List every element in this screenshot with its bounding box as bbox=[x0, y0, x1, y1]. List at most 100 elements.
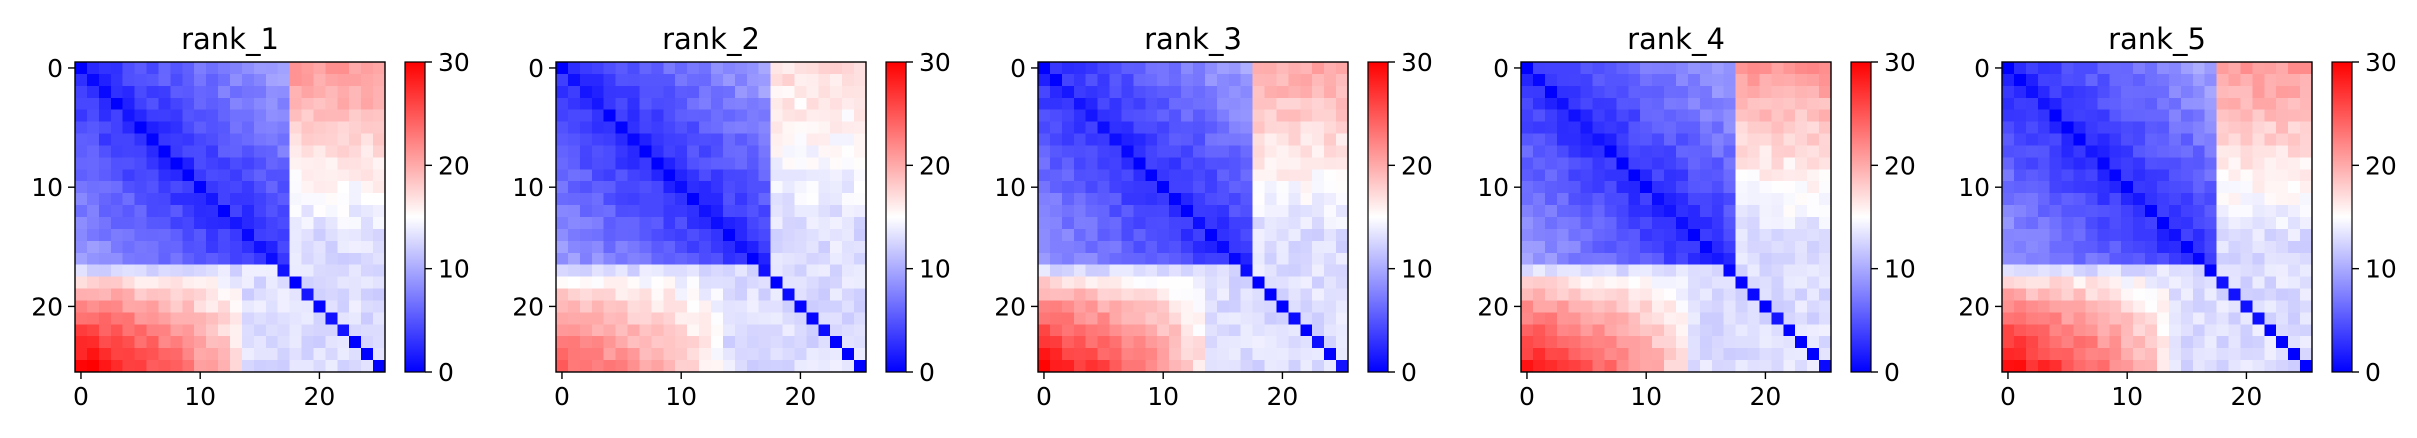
heatmap-cell bbox=[1544, 133, 1558, 146]
heatmap-cell bbox=[170, 324, 183, 337]
heatmap-cell bbox=[2192, 73, 2206, 87]
heatmap-cell bbox=[782, 85, 795, 99]
heatmap-cell bbox=[1580, 121, 1594, 135]
heatmap-cell bbox=[194, 97, 207, 111]
heatmap-cell bbox=[2180, 193, 2194, 206]
heatmap-cell bbox=[194, 324, 207, 337]
heatmap-cell bbox=[794, 169, 807, 182]
heatmap-cell bbox=[2073, 217, 2086, 230]
heatmap-cell bbox=[194, 300, 207, 313]
heatmap-cell bbox=[782, 133, 795, 146]
heatmap-cell bbox=[2168, 276, 2182, 290]
heatmap-cell bbox=[699, 193, 712, 206]
heatmap-cell bbox=[1204, 157, 1218, 170]
heatmap-cell bbox=[770, 360, 784, 373]
heatmap-cell bbox=[711, 109, 724, 123]
heatmap-cell bbox=[1240, 276, 1254, 290]
heatmap-cell bbox=[1759, 133, 1772, 146]
heatmap-cell bbox=[1169, 109, 1182, 123]
heatmap-cell bbox=[1819, 276, 1832, 290]
heatmap-cell bbox=[2264, 145, 2277, 158]
heatmap-cell bbox=[687, 145, 700, 158]
heatmap-cell bbox=[1204, 121, 1218, 135]
heatmap-cell bbox=[1532, 157, 1546, 170]
heatmap-cell bbox=[2216, 121, 2230, 135]
heatmap-cell bbox=[2216, 73, 2230, 87]
heatmap-cell bbox=[1288, 264, 1301, 278]
heatmap-cell bbox=[1157, 348, 1170, 361]
heatmap-cell bbox=[337, 193, 350, 206]
heatmap-cell bbox=[1049, 348, 1063, 361]
heatmap-cell bbox=[1747, 336, 1760, 349]
heatmap-cell bbox=[830, 157, 843, 170]
heatmap-cell bbox=[2145, 145, 2158, 158]
heatmap-cell bbox=[98, 300, 112, 313]
heatmap-cell bbox=[1228, 109, 1242, 123]
heatmap-cell bbox=[2300, 157, 2313, 170]
heatmap-cell bbox=[1771, 228, 1784, 242]
heatmap-cell bbox=[337, 145, 350, 158]
heatmap-cell bbox=[711, 252, 724, 266]
heatmap-cell bbox=[2228, 217, 2241, 230]
heatmap-cell bbox=[1097, 324, 1111, 337]
heatmap-cell bbox=[1133, 109, 1146, 123]
heatmap-cell bbox=[746, 205, 760, 218]
heatmap-cell bbox=[1169, 169, 1182, 182]
heatmap-cell bbox=[567, 85, 581, 99]
heatmap-cell bbox=[158, 324, 171, 337]
heatmap-cell bbox=[75, 97, 88, 111]
heatmap-cell bbox=[1521, 62, 1534, 75]
heatmap-cell bbox=[1145, 264, 1158, 278]
heatmap-cell bbox=[1097, 97, 1111, 111]
heatmap-cell bbox=[842, 62, 855, 75]
heatmap-cell bbox=[2157, 169, 2170, 182]
heatmap-cell bbox=[1324, 109, 1337, 123]
heatmap-cell bbox=[1288, 252, 1301, 266]
heatmap-cell bbox=[146, 348, 159, 361]
heatmap-cell bbox=[194, 288, 207, 301]
heatmap-cell bbox=[182, 85, 195, 99]
heatmap-cell bbox=[134, 264, 148, 278]
heatmap-cell bbox=[98, 205, 112, 218]
heatmap-cell bbox=[1193, 348, 1206, 361]
heatmap-cell bbox=[182, 360, 195, 373]
heatmap-cell bbox=[806, 169, 819, 182]
heatmap-cell bbox=[1521, 205, 1534, 218]
heatmap-cell bbox=[230, 324, 243, 337]
heatmap-cell bbox=[2228, 348, 2241, 361]
heatmap-cell bbox=[830, 240, 843, 254]
heatmap-cell bbox=[1300, 169, 1313, 182]
heatmap-cell bbox=[1288, 360, 1301, 373]
heatmap-cell bbox=[1628, 97, 1641, 111]
heatmap-cell bbox=[2109, 62, 2122, 75]
heatmap-cell bbox=[2037, 312, 2051, 325]
heatmap-cell bbox=[1061, 109, 1075, 123]
heatmap-cell bbox=[110, 73, 124, 87]
heatmap-cell bbox=[746, 109, 760, 123]
heatmap-cell bbox=[194, 85, 207, 99]
heatmap-cell bbox=[75, 157, 88, 170]
colorbar-tick-label: 10 bbox=[438, 255, 470, 284]
heatmap-cell bbox=[75, 193, 88, 206]
heatmap-cell bbox=[325, 240, 338, 254]
heatmap-cell bbox=[770, 252, 784, 266]
heatmap-cell bbox=[1532, 73, 1546, 87]
heatmap-cell bbox=[110, 145, 124, 158]
heatmap-cell bbox=[146, 205, 159, 218]
heatmap-cell bbox=[770, 312, 784, 325]
heatmap-cell bbox=[230, 217, 243, 230]
heatmap-cell bbox=[1676, 240, 1689, 254]
heatmap-cell bbox=[591, 360, 605, 373]
heatmap-cell bbox=[639, 62, 652, 75]
heatmap-cell bbox=[627, 145, 640, 158]
heatmap-cell bbox=[556, 181, 569, 194]
heatmap-cell bbox=[1544, 85, 1558, 99]
heatmap-cell bbox=[313, 324, 326, 337]
heatmap-cell bbox=[2037, 300, 2051, 313]
heatmap-cell bbox=[86, 312, 100, 325]
heatmap-cell bbox=[2061, 252, 2075, 266]
heatmap-cell bbox=[1807, 288, 1820, 301]
heatmap-cell bbox=[1121, 97, 1134, 111]
heatmap-cell bbox=[1193, 276, 1206, 290]
heatmap-cell bbox=[2276, 228, 2289, 242]
